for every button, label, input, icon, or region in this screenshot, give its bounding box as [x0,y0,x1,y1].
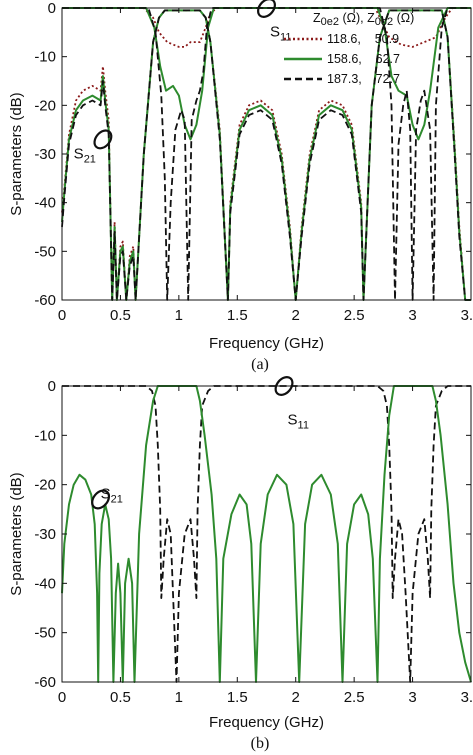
y-tick-label: 0 [48,0,56,17]
panel-a-series-2-s21-line [61,9,471,301]
annotation-label: S11 [270,24,291,44]
y-tick-label: -50 [34,625,56,642]
panel-b: 00.511.522.533.50-10-20-30-40-50-60 S11S… [8,376,473,752]
y-tick-label: -30 [34,146,56,163]
x-tick-label: 1.5 [227,307,248,324]
y-tick-label: -40 [34,575,56,592]
y-tick-label: -10 [34,49,56,66]
x-tick-label: 2.5 [344,689,365,706]
panel-a: 00.511.522.533.50-10-20-30-40-50-60 S11S… [8,0,473,373]
y-tick-label: -40 [34,195,56,212]
annotation-ellipse [93,129,113,150]
x-tick-label: 3 [408,689,416,706]
x-tick-label: 0.5 [110,307,131,324]
x-tick-label: 3.5 [461,307,473,324]
panel-b-annotations: S11 S21 [91,376,309,510]
x-tick-label: 1 [175,689,183,706]
annotation-ellipse [257,0,276,18]
panel-b-caption: (b) [251,735,270,752]
panel-a-caption: (a) [251,356,269,373]
panel-a-series-1-s21-line [61,9,471,301]
y-tick-label: -20 [34,477,56,494]
y-tick-label: 0 [48,378,56,395]
y-tick-label: -30 [34,526,56,543]
annotation-label: S21 [74,145,96,165]
legend-entry-label: 187.3, 72.7 [327,72,400,86]
y-tick-label: -60 [34,292,56,309]
x-tick-label: 3.5 [461,689,473,706]
legend-entry-label: 118.6, 50.9 [327,32,399,46]
y-tick-label: -20 [34,97,56,114]
annotation-ellipse [91,489,111,510]
panel-a-series [61,7,471,301]
panel-b-series-1-s21-line [61,385,472,683]
annotation-label: S11 [288,412,309,432]
x-tick-label: 2 [292,307,300,324]
x-tick-label: 3 [408,307,416,324]
panel-a-y-axis-title: S-parameters (dB) [8,92,25,215]
panel-b-ticks: 0 0.5 1 1.5 2 2.5 3 3.5 0 -10 -20 -30 -40 -50 -60 [34,378,473,706]
x-tick-label: 0 [58,307,66,324]
panel-a-x-axis-title: Frequency (GHz) [209,335,324,352]
y-tick-label: -10 [34,427,56,444]
panel-a-annotations: S11 S21 [74,0,291,165]
panel-b-y-axis-title: S-parameters (dB) [8,472,25,595]
annotation-label: S21 [101,486,123,506]
panel-b-x-axis-title: Frequency (GHz) [209,714,324,731]
x-tick-label: 1 [175,307,183,324]
y-tick-label: -60 [34,674,56,691]
annotation-ellipse [274,376,294,396]
x-tick-label: 0 [58,689,66,706]
panel-a-legend: Z0e2 (Ω), Z0o2 (Ω) 118.6, 50.9 158.6, 62.… [284,11,414,86]
x-tick-label: 2.5 [344,307,365,324]
y-tick-label: -50 [34,243,56,260]
panel-b-series [61,385,472,683]
x-tick-label: 1.5 [227,689,248,706]
legend-header: Z0e2 (Ω), Z0o2 (Ω) [313,11,414,28]
x-tick-label: 2 [292,689,300,706]
panel-a-ticks: 0 0.5 1 1.5 2 2.5 3 3.5 0 -10 -20 -30 -40 -50 -60 [34,0,473,324]
legend-entry-label: 158.6, 62.7 [327,52,400,66]
x-tick-label: 0.5 [110,689,131,706]
